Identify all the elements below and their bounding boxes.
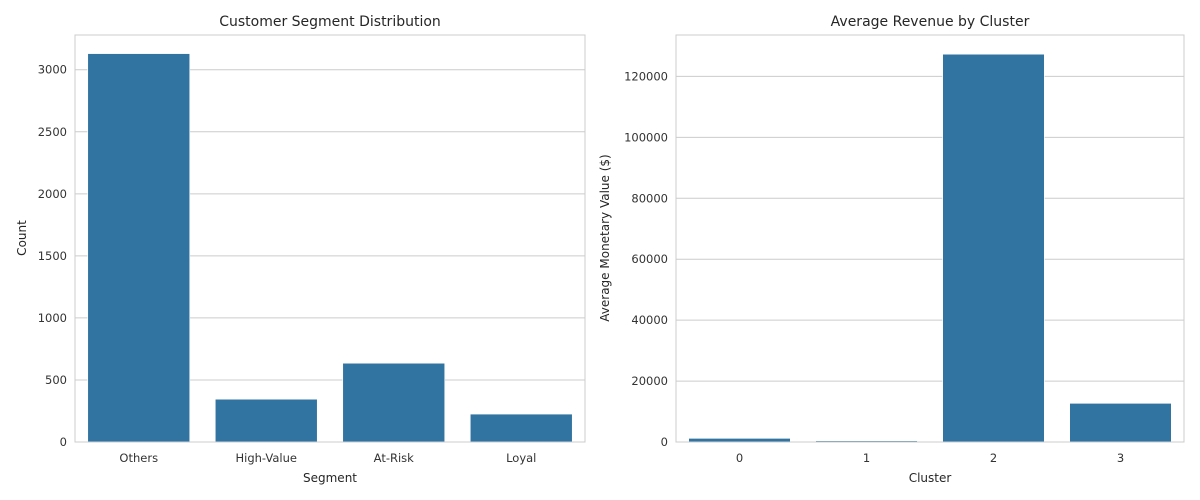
x-tick-label: At-Risk [374,451,415,465]
bar-2 [942,53,1045,443]
x-tick-label: 0 [736,451,743,465]
chart-title: Average Revenue by Cluster [831,14,1030,30]
plot-frame [74,34,586,443]
y-tick-label: 20000 [631,374,668,388]
plot-frame [675,34,1185,443]
x-tick-label: Others [119,451,158,465]
y-tick-label: 80000 [631,191,668,205]
y-tick-label: 2500 [38,125,67,139]
y-tick-label: 1000 [38,311,67,325]
x-tick-label: 1 [863,451,870,465]
y-tick-label: 100000 [624,130,668,144]
y-tick-label: 500 [45,373,67,387]
x-tick-label: Loyal [506,451,536,465]
y-tick-labels: 0 20000 40000 60000 80000 100000 120000 [624,69,668,449]
y-tick-label: 40000 [631,313,668,327]
y-grid [676,75,1184,382]
y-tick-label: 0 [661,435,668,449]
y-tick-label: 1500 [38,249,67,263]
y-axis-label: Average Monetary Value ($) [598,154,612,321]
x-tick-labels: Others High-Value At-Risk Loyal [119,451,536,465]
x-tick-label: 2 [990,451,997,465]
revenue-by-cluster-chart: Average Revenue by Cluster 0 20000 40000 60… [598,14,1185,485]
y-tick-label: 2000 [38,187,67,201]
x-tick-label: 3 [1117,451,1124,465]
bar-0 [688,438,791,443]
y-tick-label: 60000 [631,252,668,266]
bar-others [87,53,191,443]
x-tick-label: High-Value [236,451,298,465]
bar-high-value [214,398,318,443]
x-tick-labels: 0 1 2 3 [736,451,1124,465]
bar-loyal [469,413,573,443]
bar-3 [1069,403,1172,443]
segment-distribution-chart: Customer Segment Distribution 0 500 1000 15… [15,14,586,485]
x-axis-label: Segment [303,471,357,485]
bar-at-risk [342,362,446,443]
y-tick-label: 3000 [38,63,67,77]
bars [87,53,573,443]
bars [688,53,1172,443]
x-axis-label: Cluster [909,471,952,485]
y-axis-label: Count [15,220,29,256]
chart-title: Customer Segment Distribution [219,14,441,30]
y-tick-label: 0 [60,435,67,449]
y-tick-labels: 0 500 1000 1500 2000 2500 3000 [38,63,67,449]
y-tick-label: 120000 [624,69,668,83]
